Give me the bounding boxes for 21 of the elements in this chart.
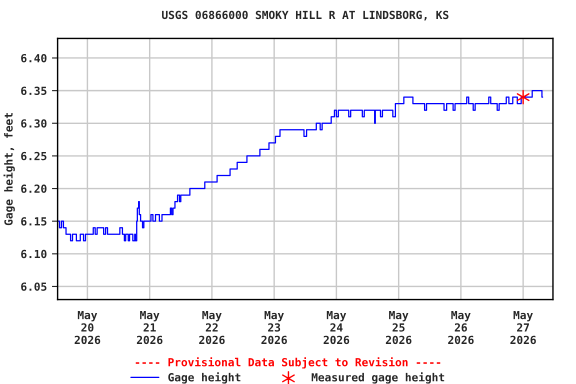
y-tick-label: 6.05 (21, 282, 46, 291)
legend-label: Measured gage height (312, 372, 444, 384)
y-axis-title: Gage height, feet (4, 112, 15, 226)
y-tick-label: 6.25 (21, 152, 46, 160)
legend-label: Gage height (168, 372, 240, 384)
x-tick-label: May 22 2026 (199, 310, 225, 344)
x-tick-label: May 25 2026 (386, 310, 412, 344)
y-tick-label: 6.40 (21, 54, 47, 62)
y-tick-label: 6.15 (21, 217, 46, 226)
y-tick-label: 6.30 (21, 119, 47, 128)
chart-title: USGS 06866000 SMOKY HILL R AT LINDSBORG, KS (162, 10, 448, 21)
text: ---- Provisional Data Subject to Revision ---- (136, 357, 440, 369)
x-tick-label: May 21 2026 (136, 310, 162, 344)
x-tick-label: May 24 2026 (324, 310, 350, 344)
y-tick-label: 6.35 (21, 86, 46, 96)
x-tick-label: May 26 2026 (448, 310, 474, 344)
y-tick-label: 6.10 (21, 250, 47, 258)
x-tick-label: May 20 2026 (74, 310, 100, 344)
x-tick-label: May 27 2026 (510, 310, 536, 344)
x-tick-label: May 23 2026 (261, 310, 287, 344)
y-tick-label: 6.20 (21, 184, 47, 193)
